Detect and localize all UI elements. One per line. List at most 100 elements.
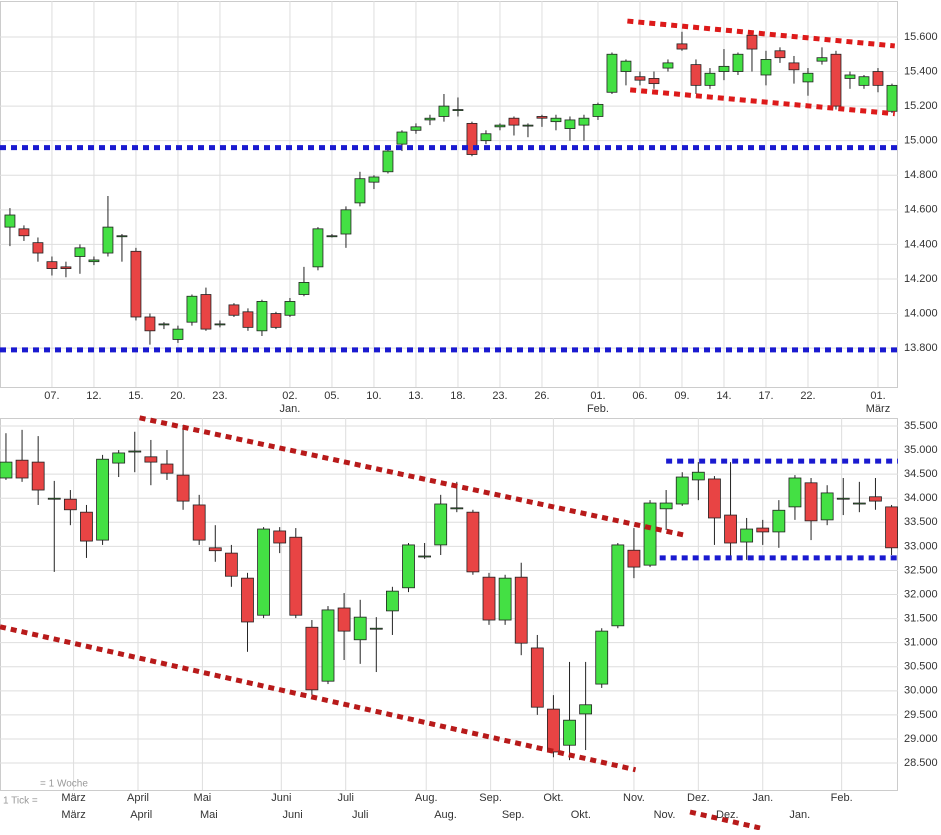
candle-body [774,50,786,59]
candle-body [872,71,884,86]
candle-body [648,78,660,85]
x-tick-label: April [127,792,149,804]
x-tick-label: 01. [590,390,605,402]
candle-body [396,131,408,145]
candle-body [852,502,866,505]
x-tick-label: 23. [212,390,227,402]
candle-body [466,511,480,573]
candle-body [386,590,399,612]
candle-body [382,150,394,173]
candle-body [550,117,562,123]
x-tick-label: Sep. [479,792,502,804]
x-tick-label: Aug. [415,792,438,804]
x-tick-label: Jan. [752,792,773,804]
candle-body [820,492,834,521]
x-tick-label: Mai [200,809,218,821]
candle-body [312,228,324,268]
candle-body [273,530,287,544]
trend-line [0,624,637,773]
candle-body [337,607,351,632]
candle-body [756,527,770,533]
candle-body [102,226,114,254]
y-tick-label: 14.200 [904,273,938,285]
y-tick-label: 15.000 [904,135,938,147]
candle-body [704,72,716,86]
candle-body [724,514,737,544]
candle-body [321,609,335,682]
x-tick-label: 05. [324,390,339,402]
candle-body [662,62,674,69]
candle-body [592,103,604,117]
x-tick-label: Aug. [434,809,457,821]
x-tick-label: Mai [194,792,212,804]
x-tick-label: April [130,809,152,821]
trend-fragment [689,809,761,831]
candle-body [522,124,534,127]
candle-body [172,328,184,340]
candle-body [18,228,30,237]
candle-body [802,72,814,83]
y-tick-label: 34.000 [904,492,938,504]
candle-body [96,458,109,541]
x-tick-label: 14. [716,390,731,402]
candle-body [530,647,544,708]
candle-body [0,461,13,479]
candle-body [659,502,673,510]
x-tick-label: Nov. [654,809,676,821]
x-tick-label: Feb. [831,792,853,804]
y-tick-label: 28.500 [904,757,938,769]
trend-line [627,18,896,49]
candle-body [270,313,282,328]
candle-body [627,549,641,568]
x-tick-label: Jan. [789,809,810,821]
candle-body [128,450,142,453]
candle-body [885,506,898,549]
candle-body [564,119,576,129]
candle-body [788,62,800,71]
candle-body [886,84,898,112]
candle-body [452,109,464,111]
y-tick-label: 33.500 [904,516,938,528]
x-tick-label: Juli [337,792,354,804]
candle-body [186,295,198,323]
candle-body [368,176,380,183]
y-tick-label: 15.200 [904,100,938,112]
candle-body [466,122,478,155]
candle-body [228,304,240,316]
candle-body [4,214,16,228]
x-tick-label: Jan. [280,403,301,415]
candle-body [480,133,492,142]
y-tick-label: 14.400 [904,238,938,250]
x-tick-label: Feb. [587,403,609,415]
x-tick-label: 17. [758,390,773,402]
candle-body [15,459,29,479]
candle-body [869,496,882,502]
candle-body [690,64,702,86]
y-tick-label: 14.800 [904,169,938,181]
candle-body [740,528,754,543]
candle-body [112,452,126,464]
candle-body [536,116,548,119]
candle-body [242,311,254,328]
y-tick-label: 30.500 [904,661,938,673]
y-tick-label: 14.000 [904,307,938,319]
x-tick-label: 22. [800,390,815,402]
x-tick-label: Nov. [623,792,645,804]
candle-body [224,552,238,577]
y-tick-label: 34.500 [904,468,938,480]
x-tick-label: 09. [674,390,689,402]
candle-body [241,577,254,623]
x-tick-label: Juli [352,809,369,821]
x-tick-label: 01. [870,390,885,402]
candle-body [214,323,226,326]
candle-body [354,178,366,204]
x-tick-label: 18. [450,390,465,402]
candle-body [746,34,758,50]
candle-body [369,627,383,630]
y-tick-label: 33.000 [904,540,938,552]
candle-body [676,43,688,50]
candle-body [144,456,158,463]
y-tick-label: 30.000 [904,685,938,697]
candle-body [772,509,786,533]
candle-body [46,261,58,269]
